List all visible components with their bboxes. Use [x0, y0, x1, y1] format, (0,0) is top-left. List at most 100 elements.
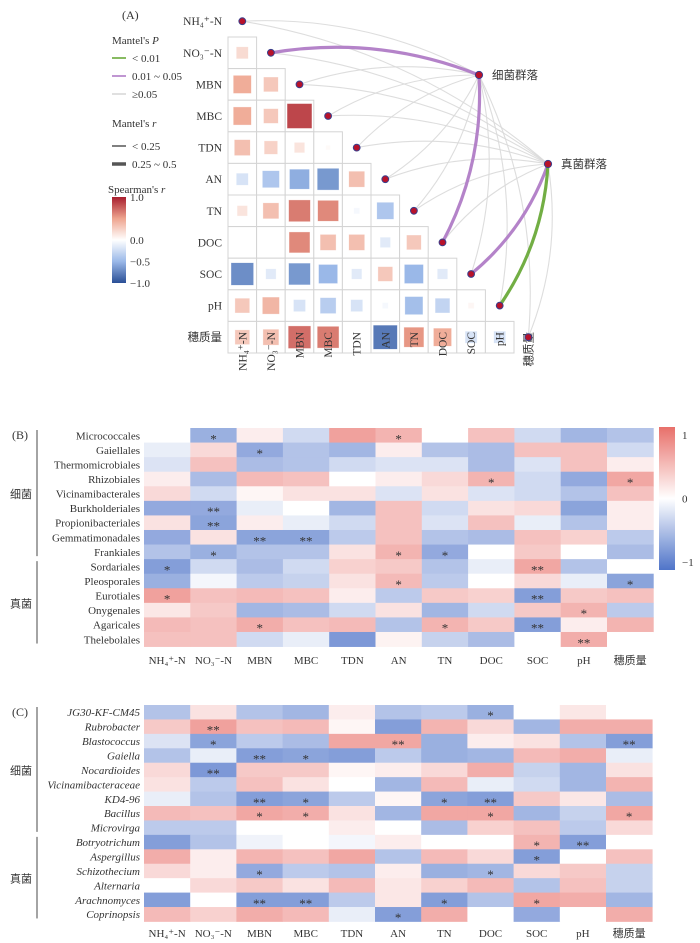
heatmap-cell [236, 719, 283, 735]
heatmap-cell [236, 486, 284, 502]
heatmap-cell [236, 428, 284, 443]
heatmap-cell [468, 515, 515, 531]
heatmap-cell [190, 849, 237, 865]
correlation-square [464, 330, 478, 344]
heatmap-cell [236, 544, 284, 560]
mantel-link-significant [498, 162, 550, 308]
heatmap-cell [514, 442, 562, 458]
significance-marker: * [395, 431, 402, 446]
column-label: DOC [480, 655, 503, 667]
heatmap-cell [559, 762, 607, 778]
column-label: SOC [526, 928, 547, 940]
row-label: Burkholderiales [70, 503, 140, 515]
row-label: 穗质量 [188, 331, 223, 344]
heatmap-cell [144, 529, 191, 545]
correlation-square [262, 296, 280, 315]
heatmap-cell [144, 892, 191, 908]
row-label: Micrococcales [76, 430, 140, 442]
heatmap-cell [560, 486, 608, 502]
row-label: Aspergillus [89, 852, 140, 864]
row-label: SOC [200, 269, 223, 281]
heatmap-cell [606, 863, 653, 879]
heatmap-cell [421, 631, 469, 647]
heatmap-cell [190, 820, 237, 836]
correlation-square [403, 326, 425, 348]
heatmap-cell [236, 878, 283, 893]
heatmap-cell [467, 748, 514, 764]
heatmap-cell [282, 791, 330, 807]
heatmap-cell [514, 500, 562, 516]
heatmap-cell [607, 500, 654, 516]
matrix-cell [256, 226, 286, 259]
significance-marker: * [164, 592, 171, 607]
heatmap-cell [190, 631, 237, 647]
heatmap-cell [559, 834, 607, 850]
community-node [543, 159, 553, 169]
heatmap-cell [559, 849, 607, 865]
heatmap-cell [513, 791, 561, 807]
column-label: TN [438, 655, 453, 667]
heatmap-cell [467, 762, 514, 778]
column-label: MBC [323, 332, 335, 358]
column-label: TN [409, 331, 421, 347]
heatmap-cell [421, 500, 469, 516]
variable-node [238, 17, 247, 26]
variable-node [324, 112, 333, 120]
heatmap-cell [282, 588, 330, 604]
column-label: 穗质量 [614, 654, 647, 667]
significance-marker: * [581, 606, 588, 621]
heatmap-cell [329, 631, 376, 647]
heatmap-cell [144, 428, 191, 443]
spearman-colorbar [112, 197, 126, 283]
row-label: Pleosporales [84, 576, 140, 588]
panel-c: (C) JG30-KF-CM45 *Rubrobacter **Blastococcu… [10, 705, 653, 940]
heatmap-cell [607, 588, 654, 604]
heatmap-cell [421, 806, 468, 821]
heatmap-cell [328, 878, 376, 893]
heatmap-cell [282, 878, 330, 893]
heatmap-cell [282, 442, 330, 458]
column-label: MBC [293, 928, 317, 940]
heatmap-cell [375, 529, 423, 545]
heatmap-cell [468, 588, 515, 604]
heatmap-cell [421, 892, 468, 908]
heatmap-cell [421, 602, 469, 618]
heatmap-cell [421, 515, 469, 531]
heatmap-cell [468, 559, 515, 575]
legend-p-label: 0.01 ~ 0.05 [132, 71, 182, 83]
group-label: 真菌 [10, 596, 32, 610]
heatmap-cell [282, 820, 330, 836]
heatmap-cell [560, 602, 608, 618]
heatmap-cell [190, 791, 237, 807]
correlation-square [350, 299, 364, 312]
significance-marker: * [487, 867, 494, 882]
column-label: NO₃⁻-N [195, 928, 232, 940]
correlation-square [289, 168, 310, 190]
heatmap-cell [467, 705, 514, 720]
row-label: Microvirga [90, 823, 141, 835]
heatmap-cell [468, 500, 515, 516]
correlation-square [493, 330, 507, 344]
correlation-square [316, 326, 340, 349]
heatmap-cell [190, 544, 237, 560]
column-label: AN [380, 331, 392, 348]
heatmap-cell [328, 834, 376, 850]
correlation-square [406, 234, 422, 251]
heatmap-cell [468, 544, 515, 560]
row-label: Arachnomyces [74, 895, 140, 907]
heatmap-cell [513, 834, 561, 850]
significance-marker: * [256, 809, 263, 824]
heatmap-cell [375, 777, 422, 792]
heatmap-cell [236, 515, 284, 531]
heatmap-cell [514, 588, 562, 604]
heatmap-cell [282, 733, 330, 749]
heatmap-cell [329, 428, 376, 443]
heatmap-cell [282, 907, 330, 922]
heatmap-cell [606, 892, 653, 908]
correlation-square [318, 264, 338, 284]
heatmap-cell [421, 588, 469, 604]
significance-marker: * [210, 737, 217, 752]
row-label: JG30-KF-CM45 [67, 707, 140, 719]
community-node [474, 70, 484, 80]
